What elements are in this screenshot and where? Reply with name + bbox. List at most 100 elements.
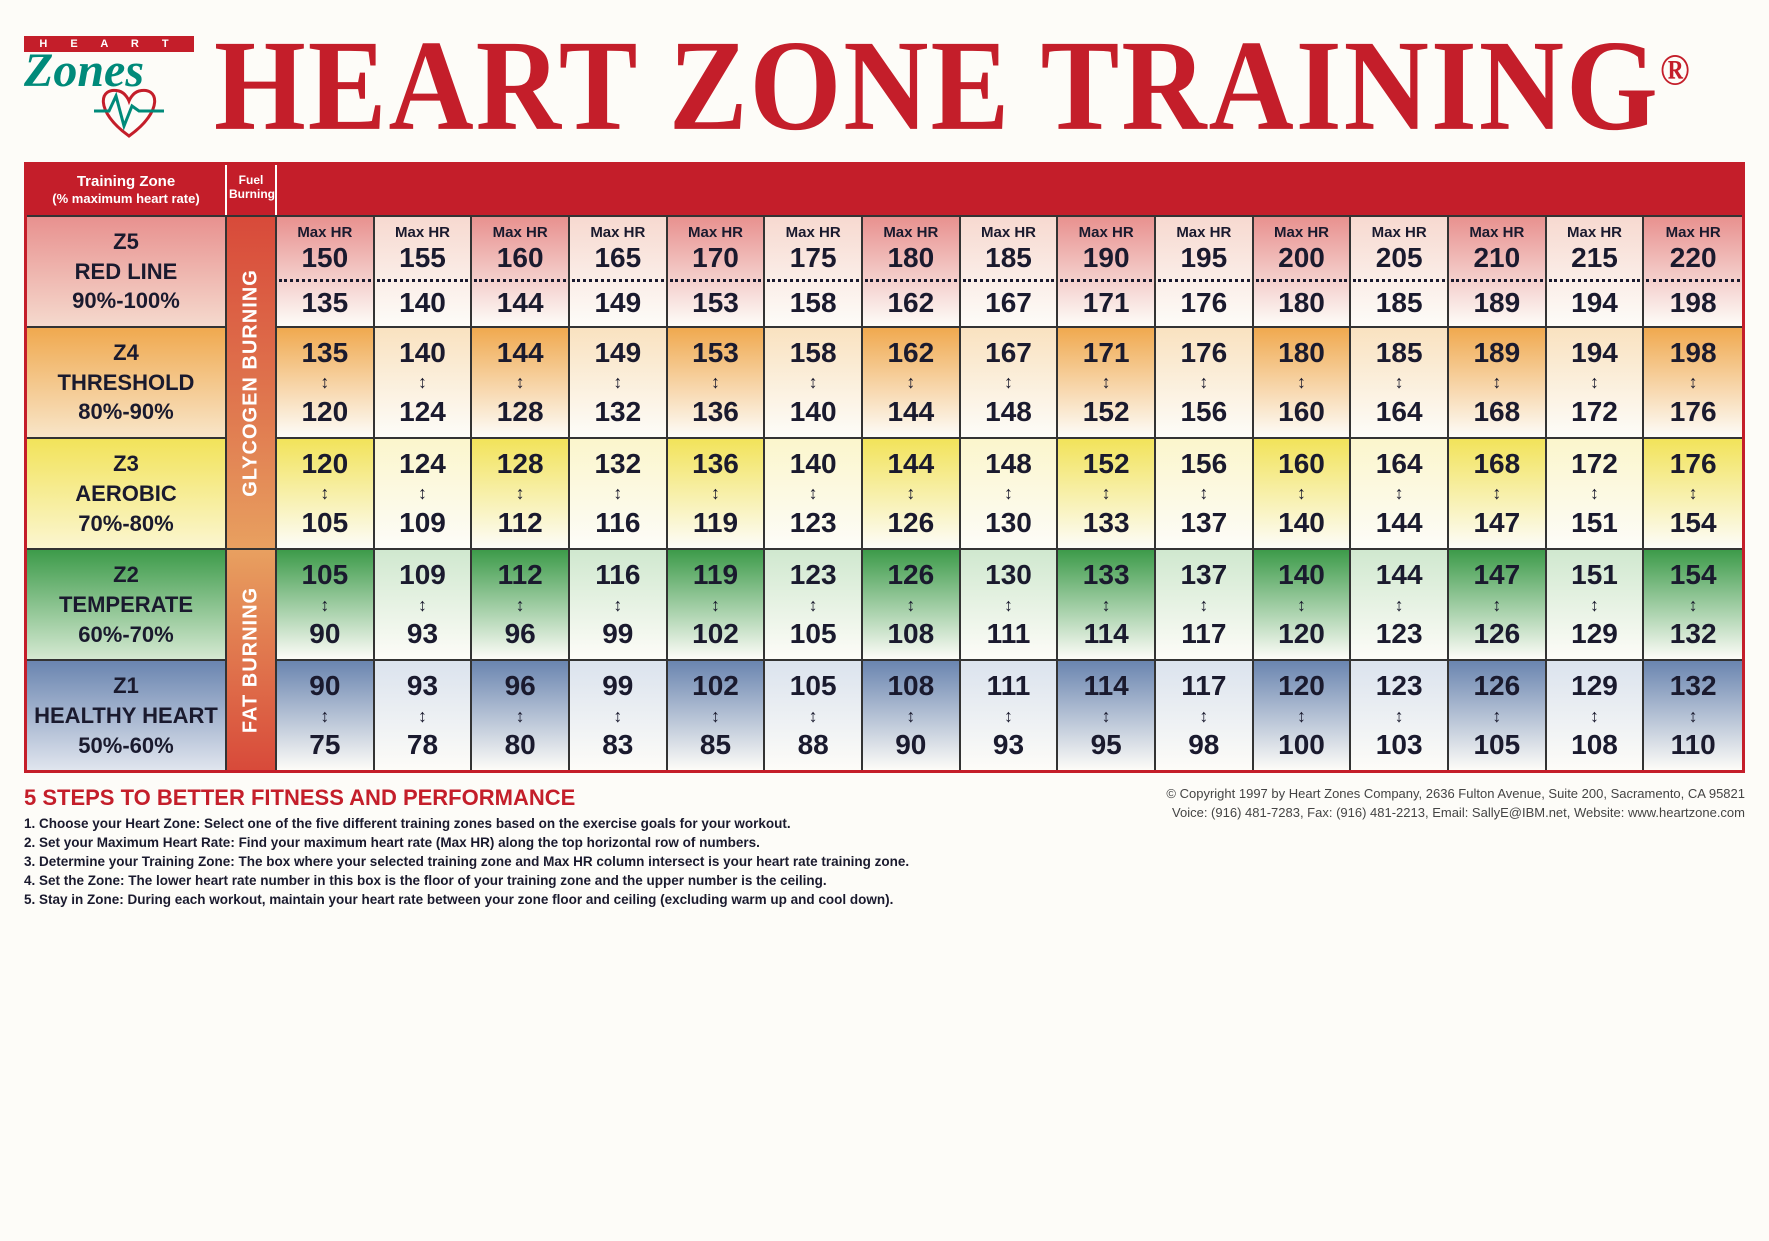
cell-bot: 123 [790,508,837,539]
cell-top: 105 [301,560,348,591]
cell-top: 185 [1376,338,1423,369]
data-cell: 120↕105 [277,437,375,548]
cell-bot: 116 [595,508,640,539]
cell-top: 120 [1278,671,1325,702]
arrow-icon: ↕ [1102,486,1111,500]
cell-top: 150 [301,243,348,274]
data-cell: 171 ↕ 152 [1058,326,1156,437]
cell-top: 132 [594,449,641,480]
data-cell: 129↕108 [1547,659,1645,770]
zone-name: TEMPERATE [31,590,221,620]
cell-bot: 160 [1278,397,1325,428]
cell-top: 176 [1670,449,1717,480]
cell-top: 164 [1376,449,1423,480]
arrow-icon: ↕ [1297,598,1306,612]
data-cell: Max HR160144 [472,215,570,326]
data-cell: 158↕140 [765,326,863,437]
data-cell: 111↕93 [961,659,1059,770]
logo: H E A R T Zones [24,36,194,136]
copyright-line1: © Copyright 1997 by Heart Zones Company,… [1166,785,1745,803]
arrow-icon: ↕ [1004,598,1013,612]
cell-bot: 108 [1571,730,1618,761]
data-cell: 112↕96 [472,548,570,659]
dotted-divider [1549,279,1641,282]
maxhr-label: Max HR [1469,224,1524,241]
header-blank [277,165,1742,215]
zone-range: 70%-80% [31,509,221,539]
cell-bot: 198 [1670,288,1717,319]
cell-top: 144 [1376,560,1423,591]
arrow-icon: ↕ [1102,375,1111,389]
data-cell: 151↕129 [1547,548,1645,659]
cell-bot: 152 [1083,397,1130,428]
cell-bot: 105 [1473,730,1520,761]
data-cell: 123↕103 [1351,659,1449,770]
cell-top: 160 [1278,449,1325,480]
arrow-icon: ↕ [1590,709,1599,723]
cell-bot: 132 [1670,619,1717,650]
cell-bot: 110 [1671,730,1716,761]
cell-bot: 133 [1083,508,1130,539]
cell-bot: 112 [498,508,543,539]
data-cell: 93↕78 [375,659,473,770]
cell-top: 171 [1083,338,1130,369]
maxhr-label: Max HR [297,224,352,241]
cell-top: 155 [399,243,446,274]
data-cell: Max HR180162 [863,215,961,326]
cell-top: 200 [1278,243,1325,274]
data-cell: Max HR205185 [1351,215,1449,326]
cell-bot: 180 [1278,288,1325,319]
dotted-divider [474,279,566,282]
cell-top: 120 [301,449,348,480]
arrow-icon: ↕ [809,709,818,723]
data-cell: 123↕105 [765,548,863,659]
cell-top: 205 [1376,243,1423,274]
cell-top: 126 [887,560,934,591]
cell-bot: 93 [407,619,438,650]
cell-bot: 168 [1473,397,1520,428]
cell-bot: 88 [798,730,829,761]
cell-bot: 120 [301,397,348,428]
zone-label-z1: Z1HEALTHY HEART50%-60% [27,659,227,770]
data-cell: 198↕176 [1644,326,1742,437]
data-cell: 124↕109 [375,437,473,548]
maxhr-label: Max HR [688,224,743,241]
cell-top: 119 [693,560,738,591]
cell-bot: 114 [1084,619,1129,650]
dotted-divider [670,279,762,282]
data-cell: 126↕108 [863,548,961,659]
cell-bot: 151 [1571,508,1618,539]
zone-label-z3: Z3AEROBIC70%-80% [27,437,227,548]
maxhr-label: Max HR [1176,224,1231,241]
cell-bot: 167 [985,288,1032,319]
cell-bot: 117 [1181,619,1226,650]
cell-bot: 102 [692,619,739,650]
data-cell: 152↕133 [1058,437,1156,548]
data-cell: 176↕156 [1156,326,1254,437]
data-cell: 126↕105 [1449,659,1547,770]
cell-top: 172 [1571,449,1618,480]
cell-top: 111 [987,671,1031,702]
cell-top: 185 [985,243,1032,274]
cell-top: 93 [407,671,438,702]
cell-bot: 147 [1473,508,1520,539]
arrow-icon: ↕ [613,486,622,500]
cell-top: 123 [1376,671,1423,702]
cell-bot: 149 [594,288,641,319]
cell-top: 137 [1180,560,1227,591]
cell-top: 123 [790,560,837,591]
cell-bot: 176 [1670,397,1717,428]
cell-top: 147 [1473,560,1520,591]
data-cell: 140↕123 [765,437,863,548]
cell-top: 158 [790,338,837,369]
cell-bot: 128 [497,397,544,428]
arrow-icon: ↕ [1004,709,1013,723]
cell-top: 116 [595,560,640,591]
zone-code: Z1 [31,671,221,701]
cell-top: 149 [594,338,641,369]
header-zone-sub: (% maximum heart rate) [52,191,199,206]
cell-top: 189 [1473,338,1520,369]
data-cell: Max HR175158 [765,215,863,326]
maxhr-label: Max HR [1274,224,1329,241]
cell-bot: 83 [602,730,633,761]
